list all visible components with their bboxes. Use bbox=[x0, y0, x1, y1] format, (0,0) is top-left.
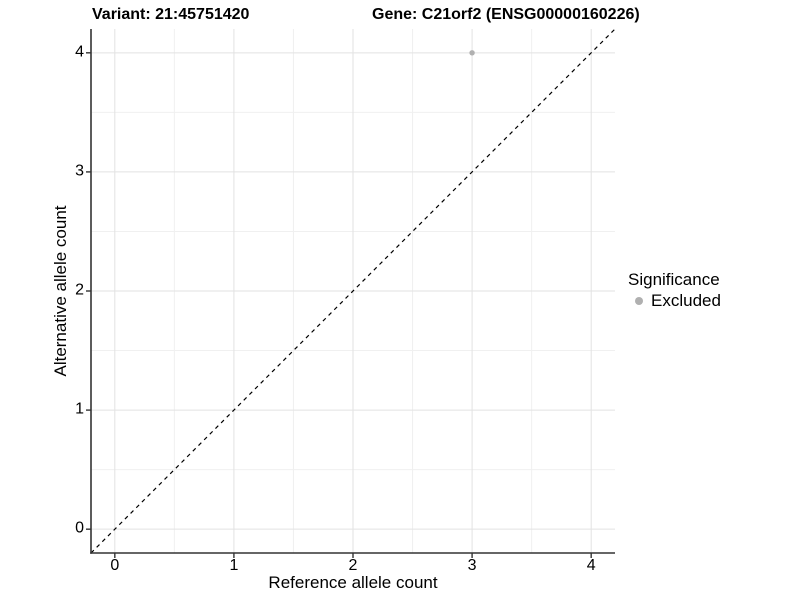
plot-title-variant: Variant: 21:45751420 bbox=[92, 6, 250, 23]
y-tick-label: 0 bbox=[75, 519, 84, 537]
y-tick-label: 2 bbox=[75, 281, 84, 299]
x-tick-label: 4 bbox=[586, 557, 596, 574]
x-axis-title: Reference allele count bbox=[268, 573, 438, 592]
legend-point-icon bbox=[635, 297, 643, 305]
x-tick-label: 3 bbox=[467, 557, 477, 574]
x-tick-label: 1 bbox=[229, 557, 239, 574]
x-tick-label: 2 bbox=[348, 557, 358, 574]
plot-title-gene: Gene: C21orf2 (ENSG00000160226) bbox=[372, 6, 640, 23]
y-tick-label: 3 bbox=[75, 162, 84, 180]
y-axis-title: Alternative allele count bbox=[51, 205, 70, 377]
y-tick-label: 4 bbox=[75, 43, 84, 61]
data-point bbox=[469, 50, 475, 56]
legend-item-excluded: Excluded bbox=[635, 291, 721, 311]
x-tick-label: 0 bbox=[110, 557, 120, 574]
legend-title: Significance bbox=[628, 270, 720, 289]
y-tick-label: 1 bbox=[75, 400, 84, 418]
legend-item-label: Excluded bbox=[651, 291, 721, 310]
identity-reference-line bbox=[90, 28, 616, 554]
